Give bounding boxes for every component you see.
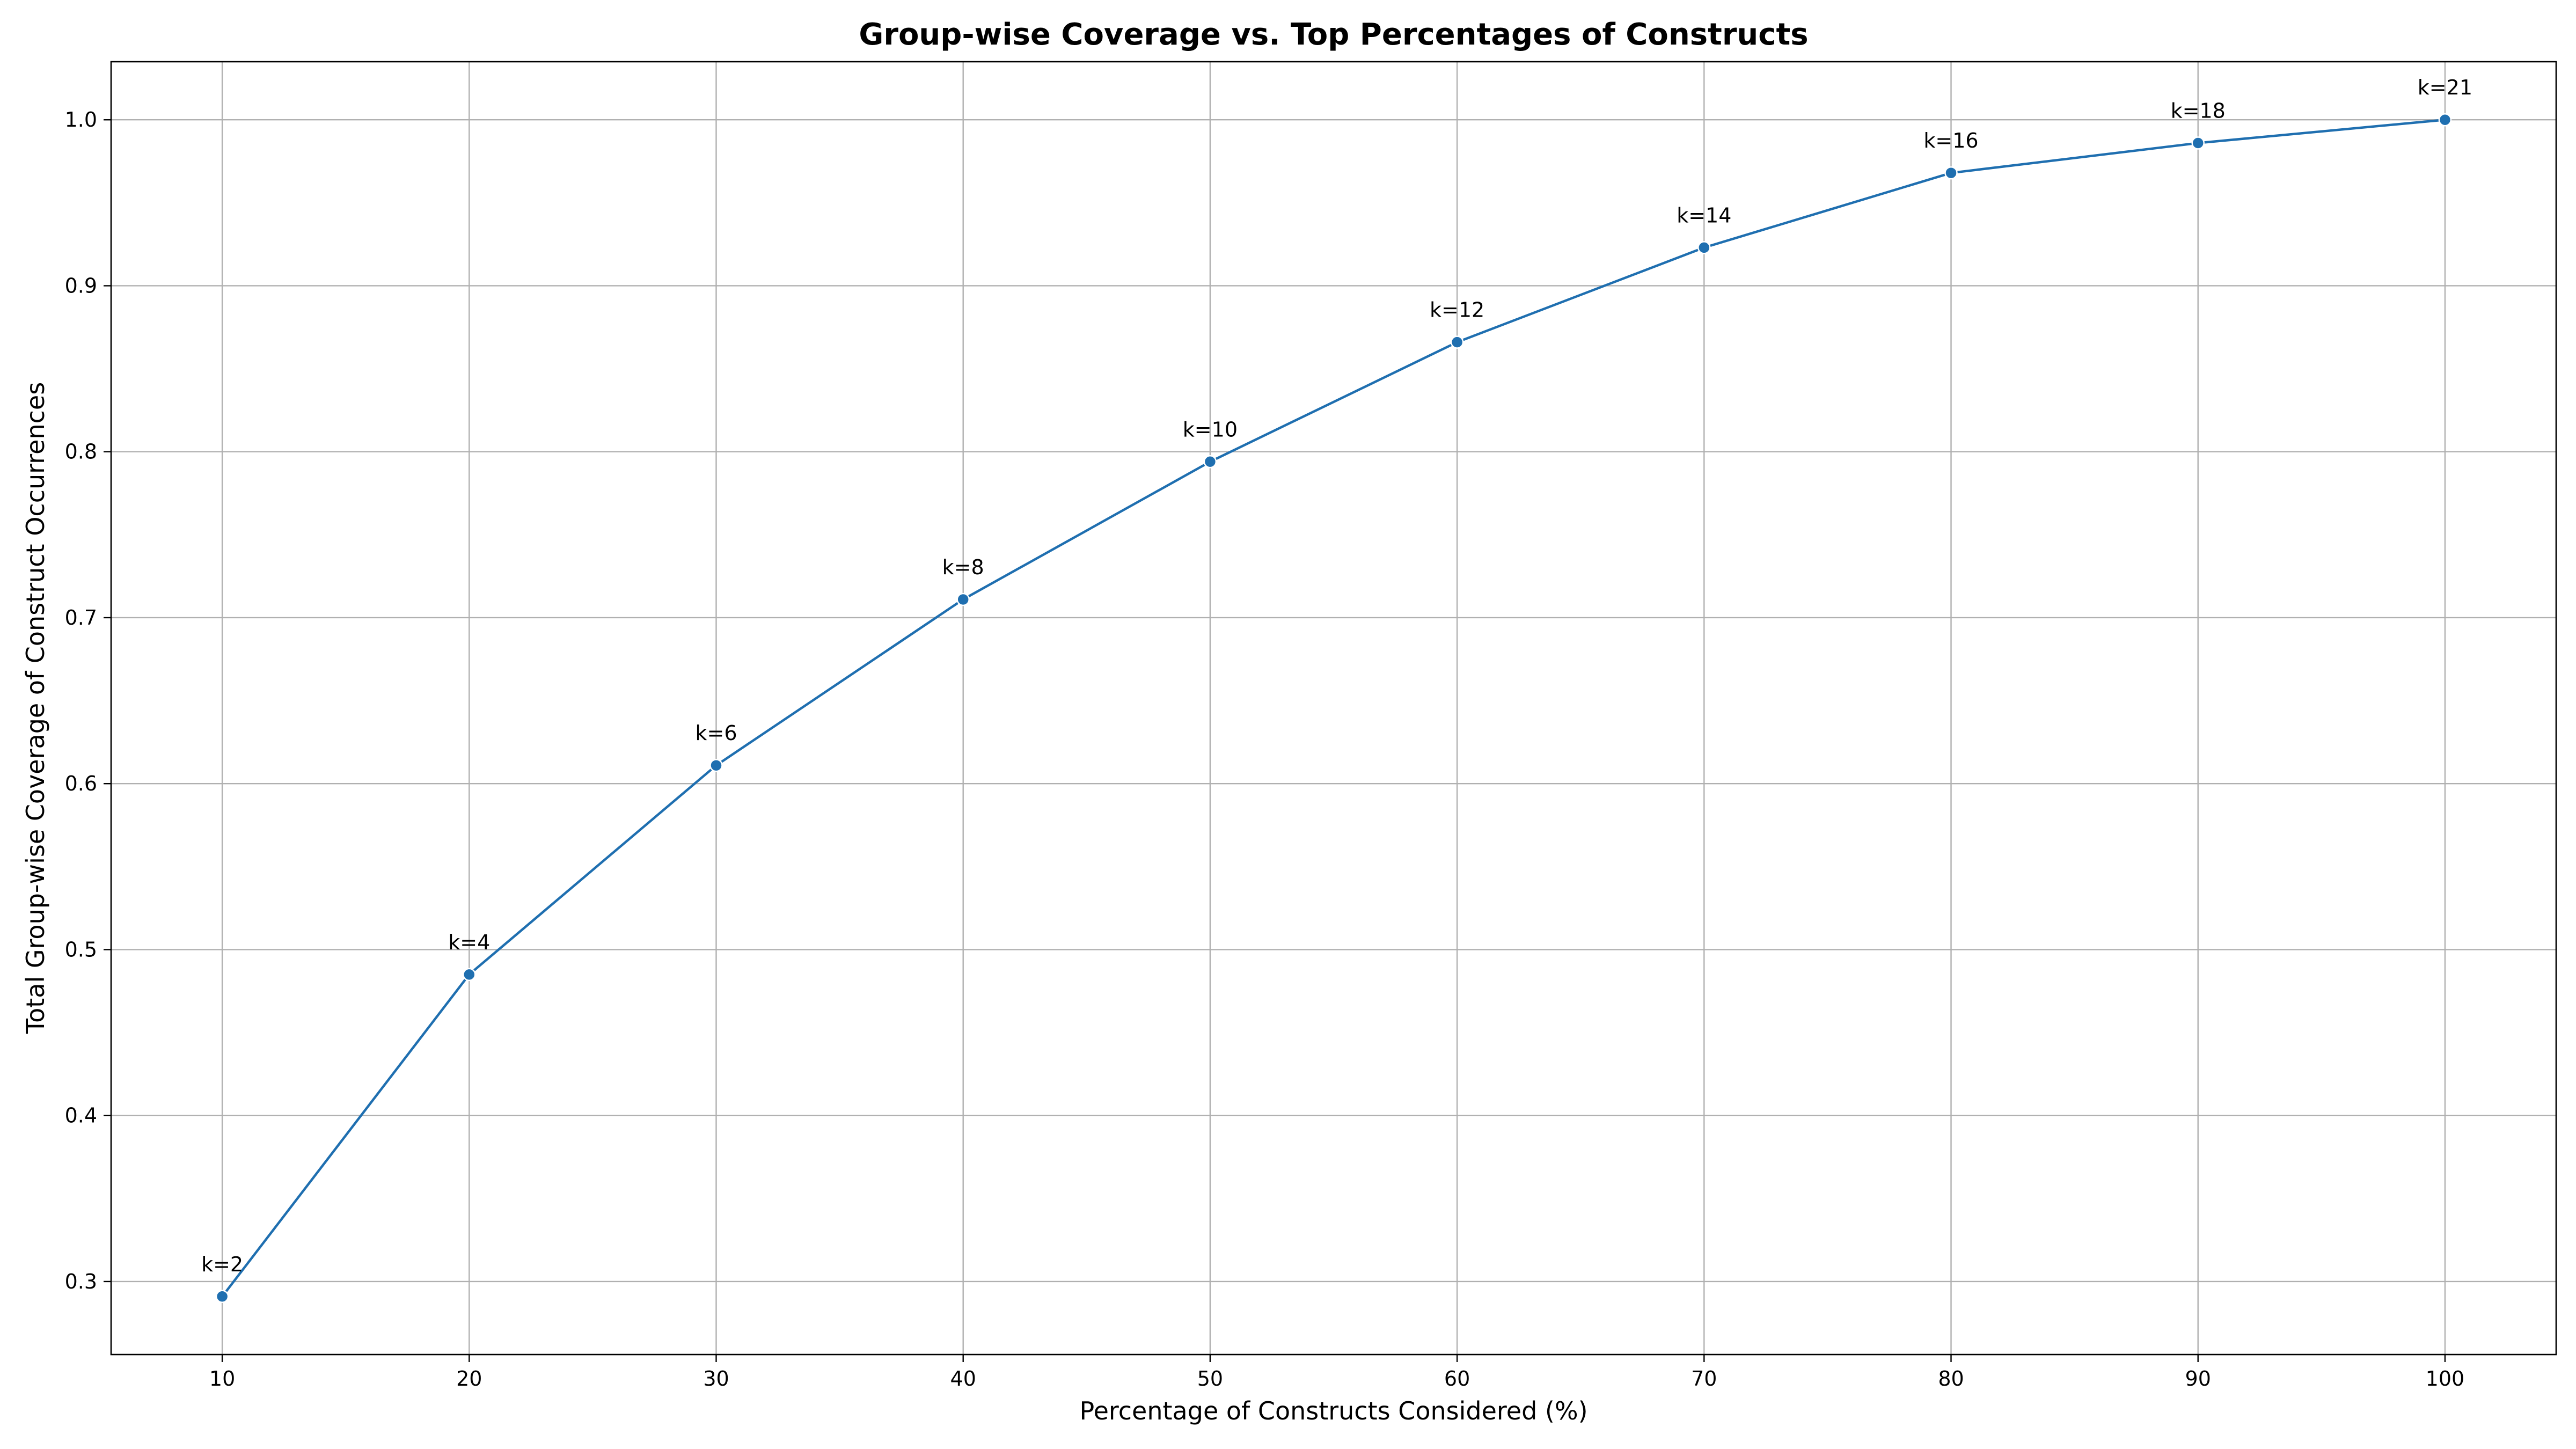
y-tick-label: 0.6 — [65, 772, 97, 795]
x-tick-label: 100 — [2426, 1367, 2465, 1391]
y-tick-label: 0.5 — [65, 938, 97, 961]
data-label: k=10 — [1183, 418, 1238, 441]
data-label: k=18 — [2171, 99, 2226, 123]
chart-title: Group-wise Coverage vs. Top Percentages … — [859, 17, 1808, 52]
x-tick-label: 10 — [209, 1367, 235, 1391]
y-axis-label: Total Group-wise Coverage of Construct O… — [21, 382, 50, 1034]
y-tick-label: 1.0 — [65, 108, 97, 131]
data-point — [215, 1290, 229, 1304]
data-point — [2438, 113, 2452, 127]
data-point — [1203, 455, 1217, 469]
x-tick-label: 80 — [1938, 1367, 1964, 1391]
x-tick-label: 60 — [1444, 1367, 1470, 1391]
data-point — [2191, 136, 2205, 150]
y-tick-label: 0.9 — [65, 274, 97, 297]
y-tick-label: 0.7 — [65, 606, 97, 630]
x-axis-label: Percentage of Constructs Considered (%) — [1079, 1396, 1587, 1425]
y-tick-label: 0.8 — [65, 440, 97, 464]
data-label: k=2 — [201, 1253, 243, 1276]
data-point — [956, 592, 970, 606]
data-point — [709, 758, 723, 772]
x-tick-label: 20 — [456, 1367, 482, 1391]
data-label: k=14 — [1677, 203, 1731, 227]
x-axis-ticks: 10 20 30 40 50 60 70 80 90 100 — [209, 1355, 2464, 1391]
x-tick-label: 70 — [1691, 1367, 1717, 1391]
y-tick-label: 0.4 — [65, 1104, 97, 1128]
plot-frame — [110, 61, 2557, 1356]
x-tick-label: 90 — [2185, 1367, 2211, 1391]
y-axis-ticks: 0.3 0.4 0.5 0.6 0.7 0.8 0.9 1.0 — [65, 108, 111, 1293]
x-tick-label: 50 — [1197, 1367, 1223, 1391]
data-point — [1450, 335, 1464, 349]
data-points — [215, 113, 2452, 1304]
data-point — [1944, 166, 1958, 180]
data-label: k=8 — [942, 555, 984, 579]
series-line — [221, 118, 2447, 1298]
data-label: k=6 — [695, 721, 737, 745]
data-point — [1697, 241, 1711, 254]
series — [221, 118, 2447, 1298]
x-tick-label: 30 — [703, 1367, 729, 1391]
data-label: k=21 — [2418, 76, 2472, 99]
x-tick-label: 40 — [950, 1367, 976, 1391]
data-label: k=4 — [448, 931, 490, 954]
data-label: k=16 — [1923, 129, 1978, 152]
y-tick-label: 0.3 — [65, 1270, 97, 1293]
grid — [111, 62, 2556, 1355]
data-point — [463, 968, 476, 982]
data-label: k=12 — [1430, 298, 1484, 322]
point-labels: k=2 k=4 k=6 k=8 k=10 k=12 k=14 k=16 k=18 k=21 — [201, 76, 2472, 1276]
